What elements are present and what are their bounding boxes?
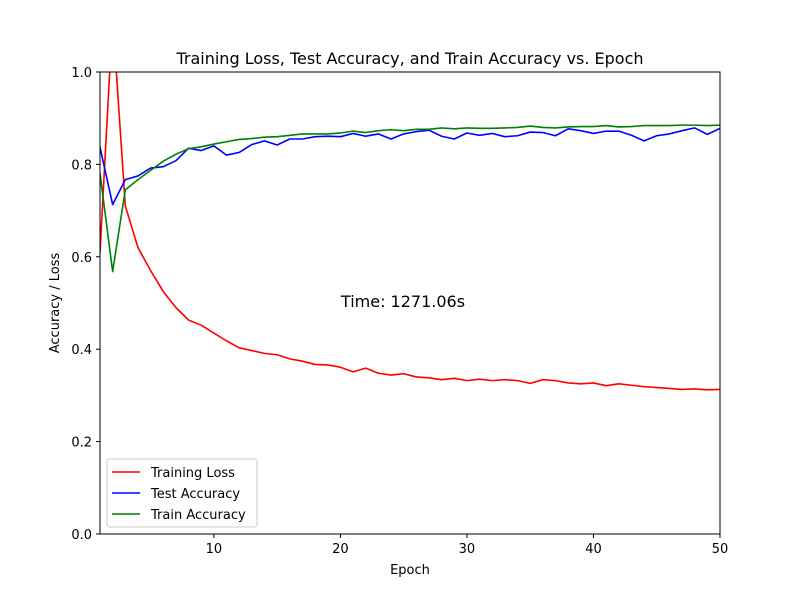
- legend-frame: [106, 458, 258, 528]
- time-annotation: Time: 1271.06s: [340, 292, 465, 311]
- y-tick-label: 0.6: [71, 251, 92, 266]
- x-tick-label: 10: [206, 542, 223, 557]
- y-axis-label: Accuracy / Loss: [48, 253, 63, 354]
- x-tick-label: 50: [712, 542, 729, 557]
- x-axis-ticks: 10 20 30 40 50: [206, 534, 729, 557]
- series-line-train-accuracy: [100, 124, 720, 273]
- x-axis-label: Epoch: [390, 563, 430, 578]
- x-tick-label: 40: [585, 542, 602, 557]
- y-tick-label: 1.0: [71, 66, 92, 81]
- y-tick-label: 0.8: [71, 158, 92, 173]
- legend-label: Training Loss: [150, 466, 235, 481]
- series-line-training-loss: [100, 72, 720, 391]
- legend-label: Test Accuracy: [150, 487, 240, 502]
- y-axis-ticks: 0.0 0.2 0.4 0.6 0.8 1.0: [71, 66, 100, 543]
- legend-label: Train Accuracy: [150, 508, 246, 523]
- y-tick-label: 0.4: [71, 343, 92, 358]
- x-tick-label: 20: [332, 542, 349, 557]
- x-tick-label: 30: [459, 542, 476, 557]
- y-tick-label: 0.2: [71, 436, 92, 451]
- y-tick-label: 0.0: [71, 528, 92, 543]
- chart-title: Training Loss, Test Accuracy, and Train …: [175, 49, 643, 68]
- series-line-test-accuracy: [100, 127, 720, 206]
- plot-frame: [99, 71, 721, 535]
- legend: Training Loss Test Accuracy Train Accuracy: [106, 458, 258, 528]
- series-layer: [100, 72, 720, 391]
